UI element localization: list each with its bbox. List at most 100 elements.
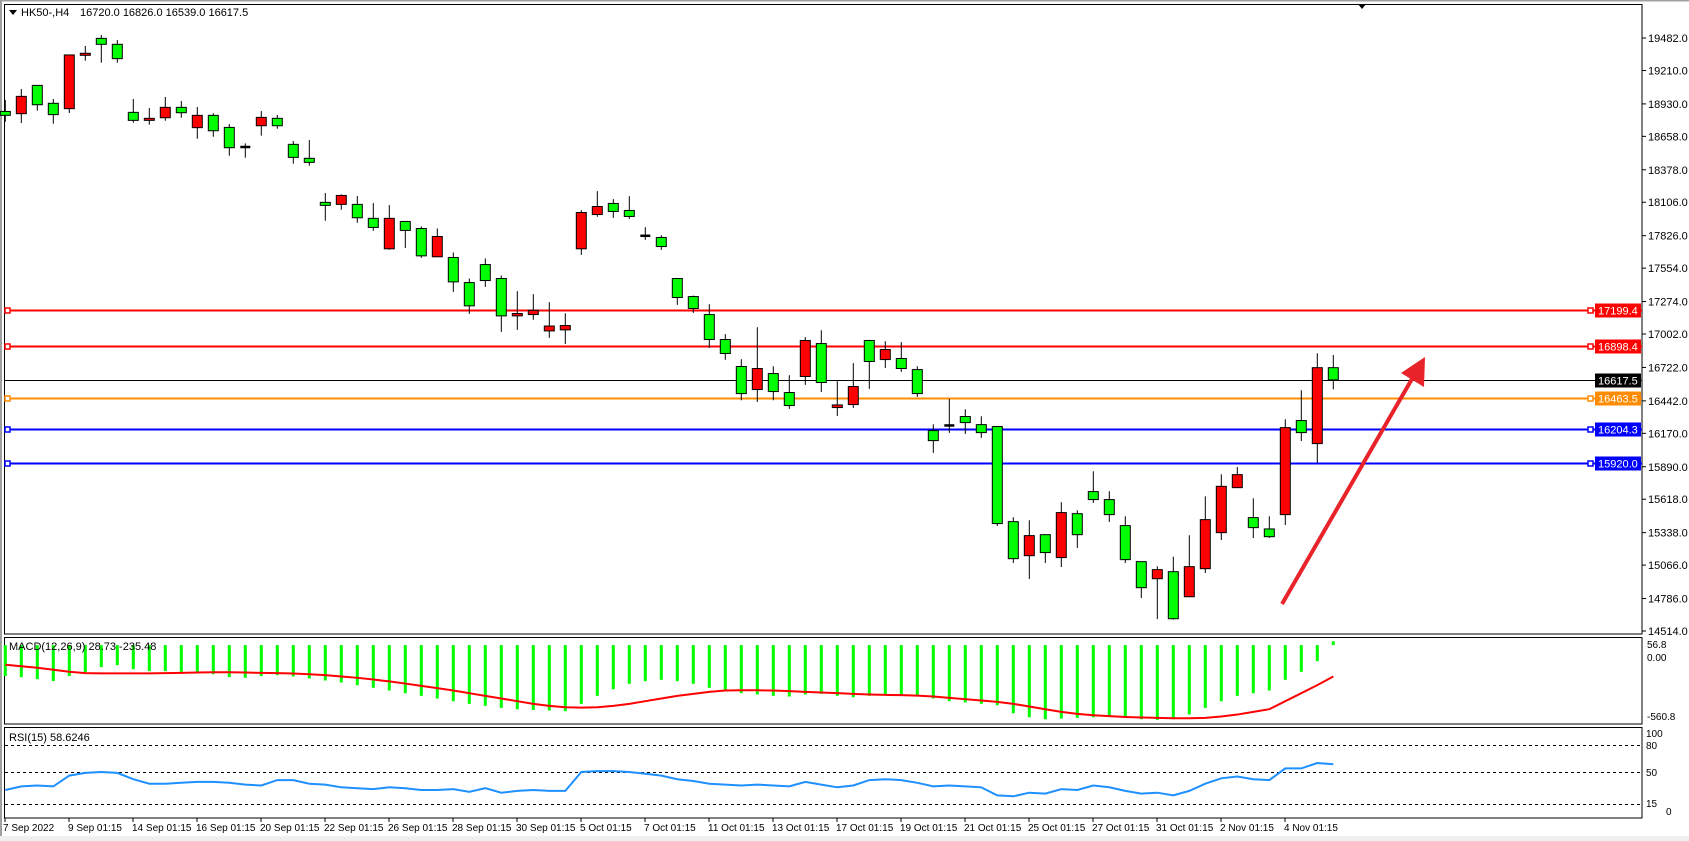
candle bbox=[367, 203, 379, 231]
price-tick-label: 17826.0 bbox=[1648, 231, 1688, 243]
candle-body bbox=[15, 95, 27, 115]
candle-body bbox=[303, 157, 315, 163]
arrow-head-icon bbox=[1401, 357, 1425, 387]
candle bbox=[0, 100, 11, 122]
macd-indicator: 56.8 0.00 -560.8 bbox=[3, 640, 1676, 723]
main-pane-frame bbox=[4, 4, 1643, 635]
macd-histogram-bar bbox=[915, 645, 919, 696]
price-line[interactable]: 17199.4 bbox=[4, 303, 1642, 318]
candle bbox=[543, 302, 555, 338]
candle-body bbox=[431, 236, 443, 258]
candle bbox=[31, 84, 43, 111]
macd-histogram-bar bbox=[147, 645, 151, 672]
macd-histogram-bar bbox=[1251, 645, 1255, 694]
line-handle-left-icon bbox=[4, 307, 11, 314]
candle bbox=[927, 424, 939, 453]
candle bbox=[79, 45, 91, 61]
candle bbox=[191, 106, 203, 139]
candle bbox=[495, 275, 507, 332]
macd-histogram-bar bbox=[883, 645, 887, 695]
candle-body bbox=[223, 126, 235, 149]
time-tick-label: 30 Sep 01:15 bbox=[516, 823, 576, 834]
time-tick-label: 21 Oct 01:15 bbox=[964, 823, 1022, 834]
time-axis: 7 Sep 2022 9 Sep 01:15 14 Sep 01:15 16 Sep … bbox=[3, 818, 1338, 834]
price-tick-label: 16722.0 bbox=[1648, 362, 1688, 374]
price-line[interactable]: 16204.3 bbox=[4, 422, 1642, 437]
macd-histogram-bar bbox=[675, 645, 679, 682]
candle bbox=[767, 366, 779, 401]
candle bbox=[1279, 419, 1291, 526]
macd-histogram-bar bbox=[1123, 645, 1127, 718]
price-tick-label: 18378.0 bbox=[1648, 165, 1688, 177]
candle-body bbox=[815, 343, 827, 383]
candle bbox=[319, 193, 331, 221]
macd-histogram-bar bbox=[211, 645, 215, 675]
candle-body bbox=[271, 117, 283, 127]
candle-body bbox=[1279, 427, 1291, 516]
price-line-label: 16204.3 bbox=[1598, 425, 1638, 437]
macd-histogram-bar bbox=[1011, 645, 1015, 714]
macd-histogram-bar bbox=[259, 645, 263, 677]
price-line-label-bg bbox=[1595, 456, 1641, 471]
candle-body bbox=[95, 37, 107, 45]
horizontal-price-lines[interactable]: 17199.4 16898.4 16617.5 16463.5 16204.3 15920… bbox=[4, 303, 1642, 471]
candle-doji bbox=[240, 145, 251, 149]
macd-histogram-bar bbox=[963, 645, 967, 703]
time-tick-label: 26 Sep 01:15 bbox=[388, 823, 448, 834]
candle bbox=[671, 278, 683, 305]
line-handle-right-icon bbox=[1587, 307, 1594, 314]
macd-histogram-bar bbox=[531, 645, 535, 710]
macd-histogram-bar bbox=[771, 645, 775, 696]
candle-body bbox=[1007, 521, 1019, 560]
candle-doji bbox=[944, 424, 955, 427]
line-handle-right-icon bbox=[1587, 343, 1594, 350]
macd-histogram-bar bbox=[899, 645, 903, 695]
candle bbox=[1263, 516, 1275, 539]
candle bbox=[799, 337, 811, 385]
candle-body bbox=[687, 296, 699, 309]
macd-histogram-bar bbox=[755, 645, 759, 695]
macd-histogram-bar bbox=[1203, 645, 1207, 708]
macd-histogram-bar bbox=[1187, 645, 1191, 715]
candle-body bbox=[719, 339, 731, 354]
price-tick-label: 18106.0 bbox=[1648, 197, 1688, 209]
price-line[interactable]: 16463.5 bbox=[4, 391, 1642, 406]
macd-scale-label: -560.8 bbox=[1647, 712, 1676, 723]
price-tick-label: 14514.0 bbox=[1648, 626, 1688, 638]
candle bbox=[63, 54, 75, 113]
rsi-scale-label: 100 bbox=[1646, 729, 1663, 740]
candle-body bbox=[1119, 525, 1131, 561]
candle-body bbox=[991, 426, 1003, 525]
candle bbox=[223, 124, 235, 156]
time-tick-label: 14 Sep 01:15 bbox=[132, 823, 192, 834]
macd-histogram-bar bbox=[499, 645, 503, 708]
candle-body bbox=[1023, 535, 1035, 557]
macd-histogram-bar bbox=[131, 645, 135, 670]
price-tick-label: 17554.0 bbox=[1648, 263, 1688, 275]
macd-histogram-bar bbox=[1235, 645, 1239, 696]
price-line[interactable]: 15920.0 bbox=[4, 456, 1642, 471]
candle-body bbox=[495, 278, 507, 317]
candle bbox=[1135, 561, 1147, 599]
candle-body bbox=[879, 349, 891, 361]
macd-histogram-bar bbox=[355, 645, 359, 686]
macd-histogram-bar bbox=[867, 645, 871, 696]
macd-histogram-bar bbox=[627, 645, 631, 684]
candle bbox=[1327, 355, 1339, 390]
window-bottom-edge bbox=[0, 836, 1689, 841]
ohlc-readout: 16720.0 16826.0 16539.0 16617.5 bbox=[80, 7, 248, 19]
macd-histogram-bar bbox=[3, 645, 7, 677]
price-tick-label: 15890.0 bbox=[1648, 462, 1688, 474]
rsi-line bbox=[5, 761, 1334, 798]
macd-histogram-bar bbox=[611, 645, 615, 690]
trend-arrow[interactable] bbox=[1280, 357, 1425, 606]
candle-body bbox=[47, 102, 59, 116]
time-tick-label: 5 Oct 01:15 bbox=[580, 823, 632, 834]
candle bbox=[640, 227, 651, 240]
symbol-menu-triangle-icon[interactable] bbox=[9, 10, 17, 15]
chart-shift-marker-icon[interactable] bbox=[1358, 4, 1366, 9]
line-handle-right-icon bbox=[1587, 460, 1594, 467]
price-tick-label: 19482.0 bbox=[1648, 33, 1688, 45]
macd-histogram-bar bbox=[323, 645, 327, 681]
